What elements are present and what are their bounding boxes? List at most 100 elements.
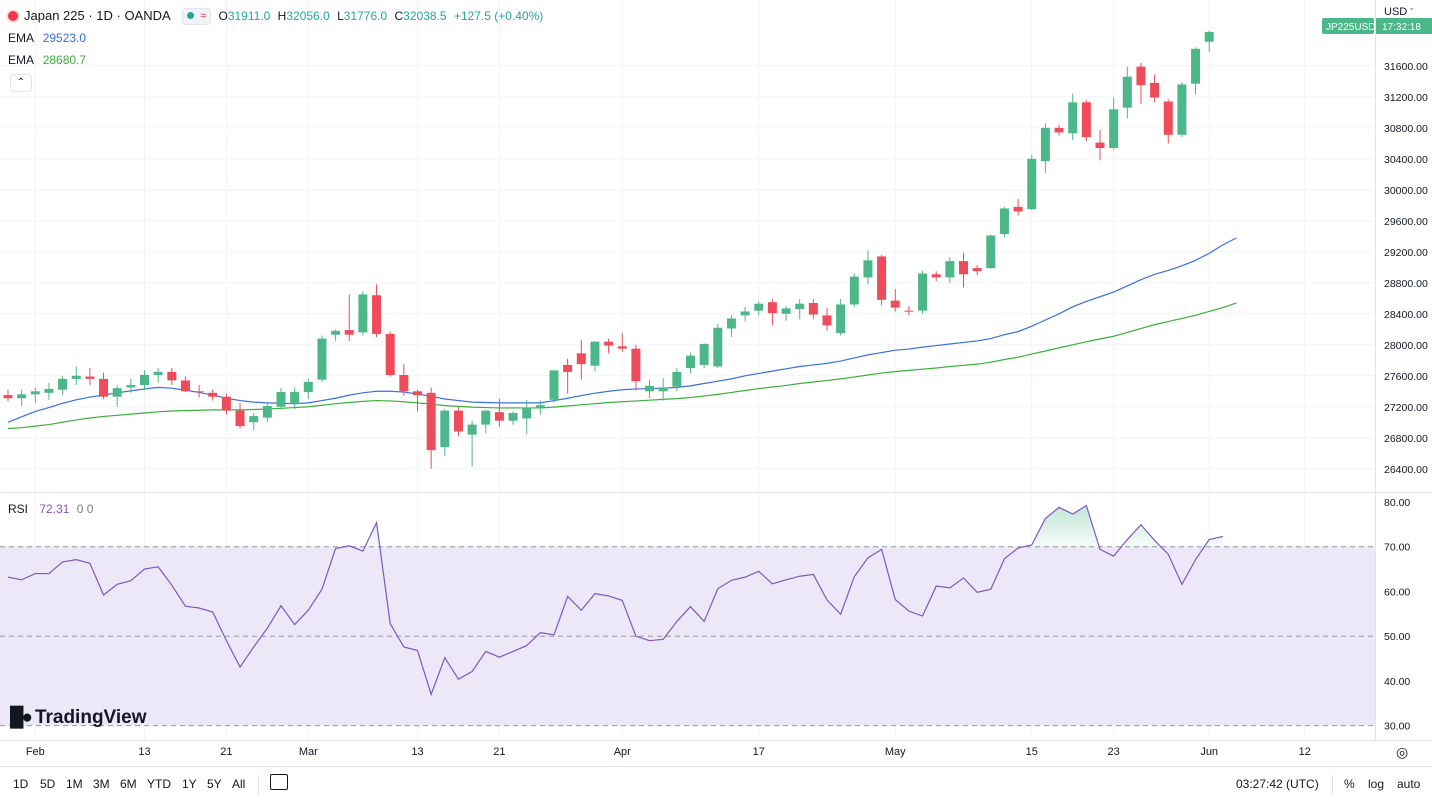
chart-settings-button[interactable]: ◎ [1396, 744, 1408, 761]
ema-fast-legend[interactable]: EMA 29523.0 [8, 31, 86, 45]
time-tick-label: Mar [299, 746, 318, 758]
symbol-badge-bg [1322, 18, 1374, 34]
time-tick-label: Apr [614, 746, 631, 758]
candle-body [99, 378, 109, 397]
candle-body [1109, 109, 1119, 148]
timeframe-ytd[interactable]: YTD [147, 777, 171, 791]
candle-body [262, 405, 272, 418]
rsi-tick-label: 70.00 [1384, 542, 1410, 554]
rsi-tick-label: 80.00 [1384, 497, 1410, 509]
currency-selector[interactable]: USD ˇ [1384, 6, 1413, 18]
candle-body [317, 338, 327, 380]
price-tick-label: 30800.00 [1384, 123, 1428, 135]
symbol-badge: JP225USD [1326, 22, 1375, 33]
utc-clock[interactable]: 03:27:42 (UTC) [1236, 777, 1319, 791]
candle-body [849, 276, 859, 305]
collapse-legend-button[interactable]: ⌃ [10, 74, 32, 92]
ohlc-open: 31911.0 [227, 9, 271, 23]
timeframe-5d[interactable]: 5D [40, 777, 56, 791]
timeframe-6m[interactable]: 6M [120, 777, 137, 791]
time-tick-label: Feb [26, 746, 45, 758]
candle-body [645, 385, 655, 392]
candle-body [71, 375, 81, 379]
price-tick-label: 28800.00 [1384, 278, 1428, 290]
legend-toggle-button[interactable]: ≈ [182, 8, 212, 25]
timeframe-1m[interactable]: 1M [66, 777, 83, 791]
chart-legend: Japan 225 · 1D · OANDA ≈ O31911.0 H32056… [8, 8, 543, 25]
candle-body [208, 392, 218, 397]
candle-body [617, 346, 627, 349]
candle-body [699, 344, 709, 365]
time-tick-label: 21 [220, 746, 232, 758]
tradingview-logo: █● TradingView [10, 707, 147, 729]
candle-body [535, 405, 545, 409]
percent-toggle[interactable]: % [1344, 777, 1355, 791]
candle-body [999, 208, 1009, 234]
candle-body [1040, 127, 1050, 162]
calendar-range-icon[interactable] [270, 774, 288, 790]
price-tick-label: 29200.00 [1384, 247, 1428, 259]
candle-body [590, 341, 600, 366]
candle-body [58, 378, 68, 390]
rsi-line [7, 504, 1223, 697]
price-tick-label: 29600.00 [1384, 216, 1428, 228]
candle-body [426, 392, 436, 451]
candle-body [822, 315, 832, 326]
time-tick-label: 21 [493, 746, 505, 758]
auto-toggle[interactable]: auto [1397, 777, 1421, 791]
timeframe-5y[interactable]: 5Y [207, 777, 222, 791]
ohlc-close-label: C [394, 9, 404, 23]
candle-body [1027, 158, 1037, 210]
candle-body [303, 381, 313, 393]
price-tick-label: 26800.00 [1384, 433, 1428, 445]
candle-body [959, 261, 968, 275]
candle-body [494, 412, 504, 421]
candle-body [180, 380, 190, 392]
candle-body [167, 371, 177, 381]
timeframe-1y[interactable]: 1Y [182, 777, 197, 791]
candle-body [658, 387, 668, 392]
candle-body [1068, 102, 1078, 134]
candle-body [1095, 142, 1105, 148]
bottom-toolbar: 1D 5D 1M 3M 6M YTD 1Y 5Y All 03:27:42 (U… [0, 766, 1432, 805]
rsi-tick-label: 60.00 [1384, 586, 1410, 598]
ohlc-close: 32038.5 [403, 9, 447, 23]
candle-body [1122, 76, 1132, 108]
candle-body [399, 375, 409, 392]
currency-label: USD [1384, 6, 1408, 18]
rsi-legend[interactable]: RSI 72.31 0 0 [8, 502, 93, 516]
candle-body [17, 394, 27, 399]
ema-slow-legend[interactable]: EMA 28680.7 [8, 53, 86, 67]
candle-body [1150, 82, 1160, 98]
ohlc-low: 31776.0 [343, 9, 388, 23]
candle-body [686, 355, 695, 369]
candle-body [726, 318, 736, 329]
time-tick-label: May [885, 746, 906, 758]
candle-body [713, 327, 723, 367]
candle-body [808, 302, 818, 315]
time-tick-label: 13 [138, 746, 150, 758]
symbol-title[interactable]: Japan 225 · 1D · OANDA [24, 8, 171, 23]
candle-body [85, 376, 95, 379]
price-tick-label: 26400.00 [1384, 464, 1428, 476]
candle-body [1136, 66, 1146, 86]
candle-body [1081, 102, 1091, 138]
price-tick-label: 31200.00 [1384, 92, 1428, 104]
tv-logo-icon: █● [10, 707, 33, 728]
timeframe-1d[interactable]: 1D [13, 777, 29, 791]
candle-body [153, 371, 163, 376]
timeframe-all[interactable]: All [232, 777, 246, 791]
price-tick-label: 27600.00 [1384, 371, 1428, 383]
log-toggle[interactable]: log [1368, 777, 1385, 791]
candle-body [453, 410, 463, 432]
toolbar-divider [258, 775, 259, 795]
candle-body [194, 391, 204, 393]
candle-body [467, 424, 477, 435]
price-tick-label: 31600.00 [1384, 61, 1428, 73]
candle-body [781, 308, 791, 314]
candle-body [604, 341, 614, 346]
logo-text: TradingView [34, 707, 147, 728]
candle-body [836, 304, 846, 334]
timeframe-3m[interactable]: 3M [93, 777, 110, 791]
